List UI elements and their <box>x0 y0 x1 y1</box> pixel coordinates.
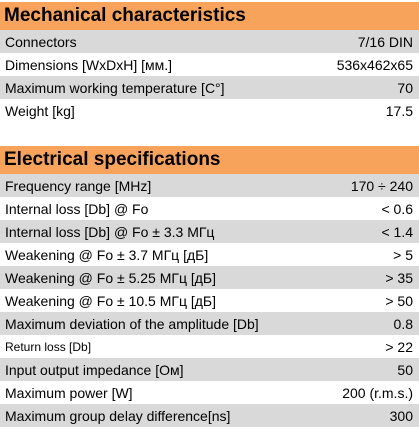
row-label: Return loss [Db] <box>5 339 92 354</box>
row-label: Weakening @ Fo ± 3.7 МГц [дБ] <box>5 246 209 263</box>
row-value: 50 <box>397 361 413 378</box>
table-row: Maximum power [W] 200 (r.m.s.) <box>0 381 419 404</box>
table-row: Connectors 7/16 DIN <box>0 30 419 53</box>
row-label: Weight [kg] <box>5 102 75 119</box>
electrical-section-title: Electrical specifications <box>0 146 419 174</box>
table-row: Weakening @ Fo ± 5.25 МГц [дБ] > 35 <box>0 266 419 289</box>
row-label: Weakening @ Fo ± 5.25 МГц [дБ] <box>5 269 217 286</box>
row-value: > 35 <box>385 269 413 286</box>
row-value: 200 (r.m.s.) <box>342 384 413 401</box>
row-label: Input output impedance [Ом] <box>5 361 184 378</box>
table-row: Weakening @ Fo ± 3.7 МГц [дБ] > 5 <box>0 243 419 266</box>
table-row: Input output impedance [Ом] 50 <box>0 358 419 381</box>
row-label: Connectors <box>5 33 77 50</box>
table-row: Weight [kg] 17.5 <box>0 99 419 122</box>
table-row: Frequency range [MHz] 170 ÷ 240 <box>0 174 419 197</box>
row-label: Maximum deviation of the amplitude [Db] <box>5 315 259 332</box>
table-row: Maximum group delay difference[ns] 300 <box>0 404 419 427</box>
table-row: Maximum deviation of the amplitude [Db] … <box>0 312 419 335</box>
table-row: Weakening @ Fo ± 10.5 МГц [дБ] > 50 <box>0 289 419 312</box>
row-value: > 5 <box>393 246 413 263</box>
row-value: > 22 <box>385 338 413 355</box>
row-label: Internal loss [Db] @ Fo ± 3.3 МГц <box>5 223 215 240</box>
row-value: > 50 <box>385 292 413 309</box>
table-row: Internal loss [Db] @ Fo ± 3.3 МГц < 1.4 <box>0 220 419 243</box>
table-row: Dimensions [WxDxH] [мм.] 536x462x65 <box>0 53 419 76</box>
electrical-rows: Frequency range [MHz] 170 ÷ 240 Internal… <box>0 174 419 427</box>
row-label: Frequency range [MHz] <box>5 177 152 194</box>
row-value: 17.5 <box>385 102 413 119</box>
row-value: 300 <box>389 407 413 424</box>
mechanical-section-title: Mechanical characteristics <box>0 2 419 30</box>
row-value: 170 ÷ 240 <box>350 177 413 194</box>
table-row: Internal loss [Db] @ Fo < 0.6 <box>0 197 419 220</box>
row-label: Maximum power [W] <box>5 384 133 401</box>
row-value: 536x462x65 <box>336 56 413 73</box>
row-label: Maximum working temperature [C°] <box>5 79 225 96</box>
mechanical-section: Mechanical characteristics Connectors 7/… <box>0 2 419 122</box>
row-value: 70 <box>397 79 413 96</box>
row-value: < 0.6 <box>381 200 413 217</box>
table-row: Maximum working temperature [C°] 70 <box>0 76 419 99</box>
electrical-section: Electrical specifications Frequency rang… <box>0 146 419 427</box>
row-label: Maximum group delay difference[ns] <box>5 407 231 424</box>
row-value: 7/16 DIN <box>357 33 413 50</box>
mechanical-rows: Connectors 7/16 DIN Dimensions [WxDxH] [… <box>0 30 419 122</box>
row-label: Weakening @ Fo ± 10.5 МГц [дБ] <box>5 292 217 309</box>
row-value: < 1.4 <box>381 223 413 240</box>
row-value: 0.8 <box>393 315 413 332</box>
row-label: Internal loss [Db] @ Fo <box>5 200 149 217</box>
table-row: Return loss [Db] > 22 <box>0 335 419 358</box>
row-label: Dimensions [WxDxH] [мм.] <box>5 56 173 73</box>
